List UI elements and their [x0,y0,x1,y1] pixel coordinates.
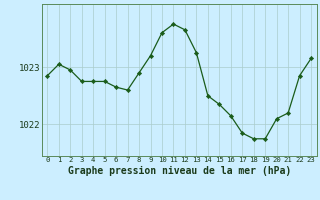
X-axis label: Graphe pression niveau de la mer (hPa): Graphe pression niveau de la mer (hPa) [68,166,291,176]
